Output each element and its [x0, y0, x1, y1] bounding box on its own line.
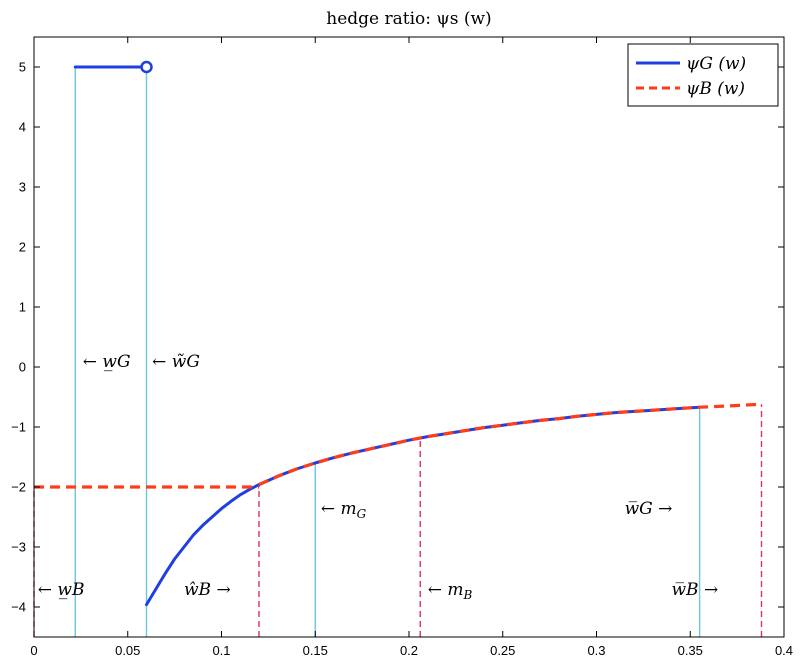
plot-lines	[33, 60, 763, 637]
x-tick-label: 0.2	[400, 643, 418, 658]
x-tick-label: 0.1	[212, 643, 230, 658]
open-circle-marker	[140, 60, 153, 74]
series-psi-g-segment-1	[145, 405, 702, 607]
annotations: ← w̲G ← w̃G ← mG w̅G → ← w̲B ŵB → ← mB w̅B →	[38, 352, 718, 602]
y-tick-label: −4	[11, 600, 26, 615]
legend: ψG (w) ψB (w)	[627, 43, 779, 107]
x-tick-label: 0.25	[490, 643, 515, 658]
y-tick-label: −2	[11, 480, 26, 495]
y-tick-label: 5	[19, 60, 26, 75]
x-tick-label: 0.15	[303, 643, 328, 658]
x-tick-label: 0.4	[775, 643, 793, 658]
axis-ticks: 0 0.05 0.1 0.15 0.2 0.25 0.3 0.35 0.4 −4 −3 −2 −1 0 1 2…	[11, 37, 793, 658]
y-tick-label: −1	[11, 420, 26, 435]
annotation-label: ← w̲G	[83, 352, 131, 372]
y-tick-label: 3	[19, 180, 26, 195]
y-tick-label: 2	[19, 240, 26, 255]
annotation-label: w̅B →	[672, 580, 719, 600]
annotation-label: ŵB →	[184, 580, 231, 600]
annotation-label: ← mG	[321, 499, 367, 521]
y-tick-label: −3	[11, 540, 26, 555]
series-psi-b-segment-1	[258, 402, 762, 487]
x-tick-label: 0	[30, 643, 37, 658]
legend-label: ψG (w)	[686, 54, 746, 74]
x-tick-label: 0.35	[678, 643, 703, 658]
chart-title: hedge ratio: ψs (w)	[326, 9, 491, 29]
annotation-label: ← mB	[428, 580, 473, 602]
legend-box	[627, 43, 779, 107]
annotation-label: ← w̲B	[38, 580, 85, 600]
x-tick-label: 0.3	[587, 643, 605, 658]
y-tick-label: 0	[19, 360, 26, 375]
x-tick-label: 0.05	[115, 643, 140, 658]
axes-frame	[33, 36, 785, 638]
y-tick-label: 4	[19, 120, 26, 135]
legend-label: ψB (w)	[686, 79, 745, 99]
annotation-label: ← w̃G	[152, 352, 200, 372]
annotation-label: w̅G →	[625, 499, 673, 519]
y-tick-label: 1	[19, 300, 26, 315]
